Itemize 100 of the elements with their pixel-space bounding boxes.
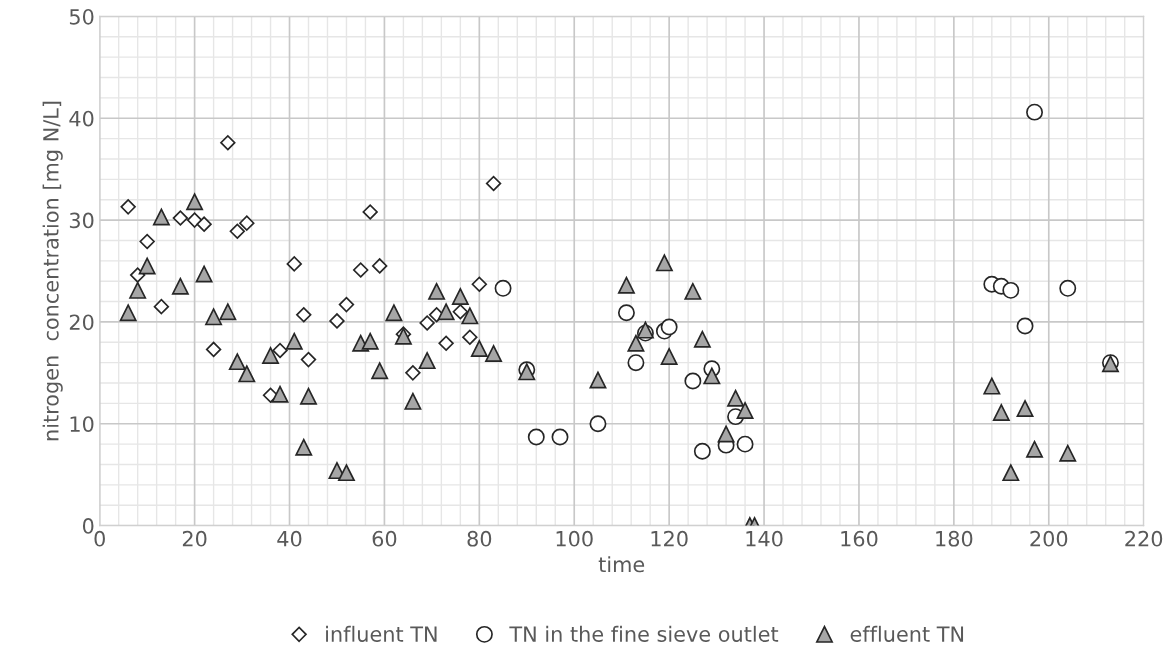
point [1026, 103, 1044, 121]
point [352, 262, 369, 278]
point [220, 134, 236, 151]
x-tick-label: 200 [1030, 530, 1068, 547]
point [992, 404, 1010, 422]
x-tick-label: 40 [277, 530, 302, 547]
point [385, 304, 403, 322]
point [195, 265, 213, 283]
point [271, 385, 289, 403]
point [1026, 440, 1044, 458]
point [684, 282, 702, 300]
point [337, 464, 355, 482]
point [205, 308, 223, 326]
point [172, 210, 189, 226]
legend-label: effluent TN [850, 625, 964, 642]
point [693, 442, 711, 460]
y-tick-label: 0 [82, 518, 94, 534]
point [1002, 281, 1020, 299]
y-tick-label: 20 [69, 314, 94, 331]
point [617, 276, 635, 294]
legend-label: TN in the fine sieve outlet [509, 625, 779, 642]
y-tick-label: 40 [69, 110, 94, 127]
y-tick-label: 50 [69, 8, 94, 25]
point [494, 279, 512, 297]
point [660, 348, 678, 366]
point [736, 435, 754, 453]
point [461, 307, 479, 325]
point [152, 208, 170, 226]
point [295, 438, 313, 456]
point [129, 281, 147, 299]
x-tick-label: 180 [936, 530, 973, 547]
x-tick-label: 100 [556, 530, 593, 547]
point [219, 303, 237, 321]
point [470, 339, 488, 357]
x-tick-label: 0 [94, 530, 105, 547]
point [238, 365, 256, 383]
point [703, 367, 721, 385]
x-tick-label: 120 [651, 530, 688, 547]
point [627, 354, 645, 372]
point [452, 304, 469, 320]
point [589, 415, 607, 433]
point [627, 334, 645, 352]
point [338, 296, 355, 313]
x-tick-label: 220 [1125, 530, 1163, 547]
point [119, 304, 137, 322]
point [229, 223, 246, 240]
point [138, 257, 156, 275]
point [1002, 464, 1020, 482]
y-tick-label: 10 [70, 416, 94, 432]
point [655, 254, 673, 272]
point [485, 175, 502, 192]
point [205, 341, 222, 358]
point [300, 351, 317, 368]
y-tick-label: 30 [69, 212, 94, 229]
point [1016, 400, 1034, 417]
point [438, 335, 454, 352]
point [428, 282, 446, 300]
point [736, 402, 754, 420]
point [296, 307, 312, 323]
point [1059, 279, 1077, 297]
point [418, 352, 436, 370]
point [285, 332, 303, 350]
point [1059, 444, 1077, 462]
point [471, 276, 488, 292]
point [617, 304, 635, 322]
point [462, 329, 478, 345]
point [361, 332, 379, 350]
point [228, 353, 246, 371]
point [196, 216, 212, 232]
x-tick-label: 160 [841, 530, 878, 547]
point [171, 277, 189, 295]
point [717, 425, 735, 443]
point [589, 371, 607, 389]
point [371, 362, 389, 380]
point [371, 258, 388, 274]
point [1016, 317, 1034, 335]
point [727, 389, 745, 407]
point [120, 199, 136, 215]
point [437, 303, 455, 321]
point [272, 342, 288, 359]
x-tick-label: 20 [182, 530, 207, 547]
point [329, 313, 345, 329]
point [362, 204, 378, 220]
point [262, 347, 280, 365]
point [451, 287, 469, 305]
point [286, 256, 302, 272]
point [684, 372, 702, 390]
point [551, 428, 569, 446]
point [139, 233, 155, 250]
point [405, 365, 421, 381]
point [485, 345, 503, 362]
x-tick-label: 80 [467, 530, 492, 547]
y-axis-title: nitrogen concentration [mg N/L] [42, 101, 63, 441]
point [693, 330, 711, 348]
x-tick-label: 140 [746, 530, 783, 547]
point [983, 377, 1001, 395]
point [153, 298, 170, 315]
point [239, 215, 255, 231]
x-tick-label: 60 [372, 530, 397, 547]
point [527, 428, 545, 446]
